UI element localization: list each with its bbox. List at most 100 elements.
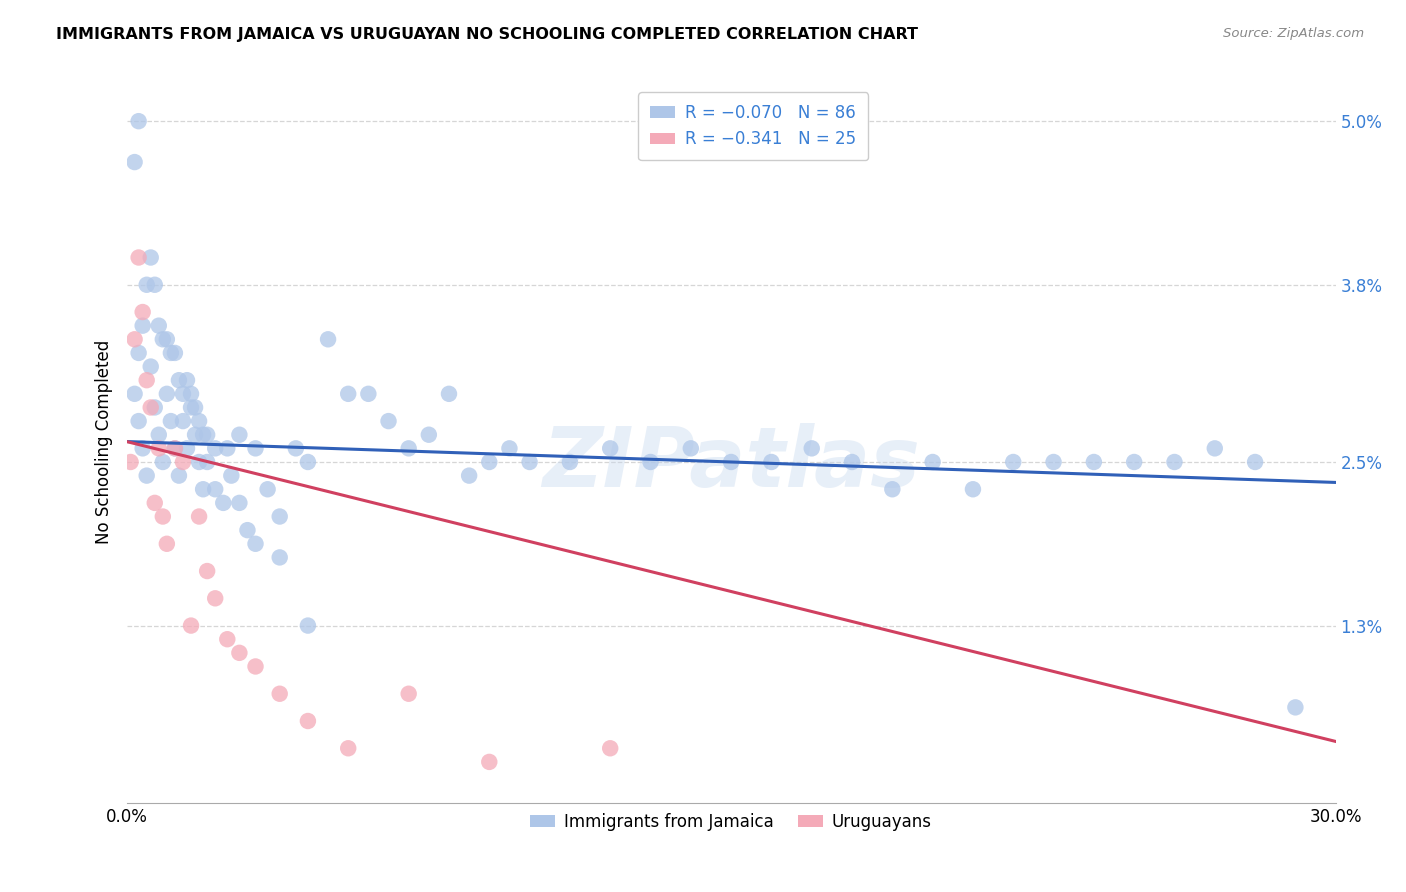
Point <box>131 442 153 456</box>
Point <box>188 455 211 469</box>
Point <box>269 550 291 565</box>
Point <box>217 632 239 647</box>
Point <box>1284 700 1306 714</box>
Point <box>156 537 179 551</box>
Point <box>184 427 207 442</box>
Point <box>176 442 198 456</box>
Point <box>418 427 440 442</box>
Point <box>124 332 146 346</box>
Point <box>720 455 742 469</box>
Point <box>139 401 162 415</box>
Point <box>172 387 194 401</box>
Point <box>160 346 183 360</box>
Legend: Immigrants from Jamaica, Uruguayans: Immigrants from Jamaica, Uruguayans <box>524 806 938 838</box>
Point <box>761 455 783 469</box>
Text: Source: ZipAtlas.com: Source: ZipAtlas.com <box>1223 27 1364 40</box>
Y-axis label: No Schooling Completed: No Schooling Completed <box>94 340 112 543</box>
Point <box>558 455 581 469</box>
Point <box>195 564 218 578</box>
Point <box>139 251 162 265</box>
Point <box>228 427 250 442</box>
Point <box>135 468 157 483</box>
Point <box>882 482 904 496</box>
Point <box>148 318 170 333</box>
Point <box>152 455 174 469</box>
Point <box>135 277 157 292</box>
Point <box>1244 455 1267 469</box>
Point <box>128 114 150 128</box>
Point <box>1163 455 1185 469</box>
Point <box>297 455 319 469</box>
Point <box>204 442 226 456</box>
Point <box>245 659 267 673</box>
Point <box>217 442 239 456</box>
Point <box>195 455 218 469</box>
Point <box>245 442 267 456</box>
Point <box>337 387 360 401</box>
Point <box>599 741 621 756</box>
Text: ZIPatlas: ZIPatlas <box>543 423 920 504</box>
Point <box>221 468 243 483</box>
Point <box>377 414 399 428</box>
Point <box>679 442 702 456</box>
Point <box>800 442 823 456</box>
Point <box>143 277 166 292</box>
Point <box>152 332 174 346</box>
Point <box>204 482 226 496</box>
Point <box>337 741 360 756</box>
Point <box>256 482 278 496</box>
Point <box>228 496 250 510</box>
Point <box>131 305 153 319</box>
Point <box>1204 442 1226 456</box>
Point <box>437 387 460 401</box>
Point <box>148 442 170 456</box>
Point <box>236 523 259 537</box>
Point <box>921 455 943 469</box>
Point <box>188 414 211 428</box>
Point <box>160 414 183 428</box>
Point <box>478 755 501 769</box>
Point <box>599 442 621 456</box>
Point <box>458 468 481 483</box>
Text: IMMIGRANTS FROM JAMAICA VS URUGUAYAN NO SCHOOLING COMPLETED CORRELATION CHART: IMMIGRANTS FROM JAMAICA VS URUGUAYAN NO … <box>56 27 918 42</box>
Point <box>128 346 150 360</box>
Point <box>124 387 146 401</box>
Point <box>180 387 202 401</box>
Point <box>135 373 157 387</box>
Point <box>204 591 226 606</box>
Point <box>1002 455 1025 469</box>
Point <box>188 509 211 524</box>
Point <box>841 455 863 469</box>
Point <box>962 482 984 496</box>
Point <box>357 387 380 401</box>
Point <box>640 455 662 469</box>
Point <box>172 455 194 469</box>
Point <box>131 318 153 333</box>
Point <box>163 442 186 456</box>
Point <box>297 618 319 632</box>
Point <box>1083 455 1105 469</box>
Point <box>139 359 162 374</box>
Point <box>1042 455 1064 469</box>
Point <box>191 427 214 442</box>
Point <box>498 442 520 456</box>
Point <box>163 442 186 456</box>
Point <box>124 155 146 169</box>
Point <box>156 387 179 401</box>
Point <box>269 509 291 524</box>
Point <box>1123 455 1146 469</box>
Point <box>163 346 186 360</box>
Point <box>143 401 166 415</box>
Point <box>212 496 235 510</box>
Point <box>176 373 198 387</box>
Point <box>128 251 150 265</box>
Point <box>172 414 194 428</box>
Point <box>284 442 307 456</box>
Point <box>128 414 150 428</box>
Point <box>398 442 420 456</box>
Point <box>152 509 174 524</box>
Point <box>180 618 202 632</box>
Point <box>167 373 190 387</box>
Point <box>316 332 339 346</box>
Point <box>148 427 170 442</box>
